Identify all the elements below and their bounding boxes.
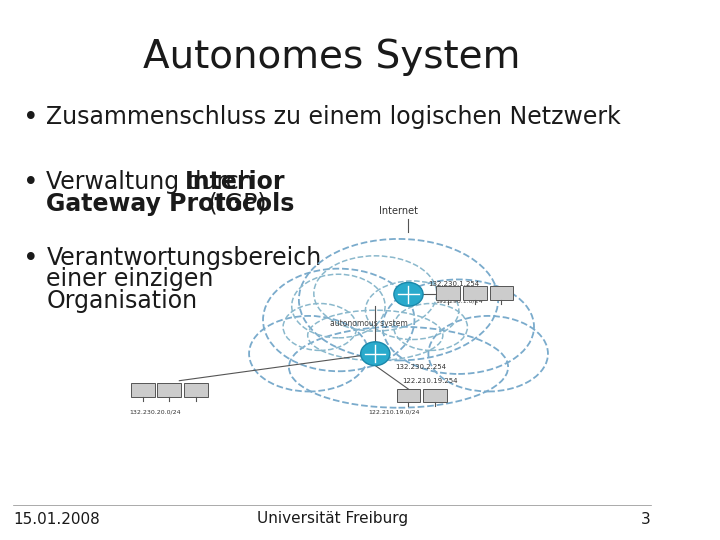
Text: Verwaltung durch: Verwaltung durch bbox=[47, 170, 262, 194]
Text: Zusammenschluss zu einem logischen Netzwerk: Zusammenschluss zu einem logischen Netzw… bbox=[47, 105, 621, 129]
Text: Autonomes System: Autonomes System bbox=[143, 38, 521, 76]
Bar bbox=[158, 383, 181, 397]
Text: Internet: Internet bbox=[379, 206, 418, 216]
Bar bbox=[397, 389, 420, 402]
Text: Verantwortungsbereich: Verantwortungsbereich bbox=[47, 246, 322, 269]
Text: 132.230.1.254: 132.230.1.254 bbox=[428, 281, 480, 287]
Text: Interior: Interior bbox=[184, 170, 285, 194]
Bar bbox=[184, 383, 208, 397]
Text: 15.01.2008: 15.01.2008 bbox=[13, 511, 100, 526]
Bar bbox=[463, 286, 487, 300]
Text: autonomous system: autonomous system bbox=[330, 320, 408, 328]
Text: (IGP): (IGP) bbox=[201, 192, 266, 215]
Text: •: • bbox=[23, 105, 39, 131]
Text: 192.290.1.0/24: 192.290.1.0/24 bbox=[435, 299, 482, 303]
Bar bbox=[436, 286, 460, 300]
Text: Gateway Protocols: Gateway Protocols bbox=[47, 192, 295, 215]
Text: •: • bbox=[23, 246, 39, 272]
Circle shape bbox=[361, 342, 390, 366]
Text: 122.210.19.0/24: 122.210.19.0/24 bbox=[369, 409, 420, 414]
Bar bbox=[131, 383, 155, 397]
Bar bbox=[490, 286, 513, 300]
Text: •: • bbox=[23, 170, 39, 196]
Text: einer einzigen: einer einzigen bbox=[47, 267, 214, 291]
Text: 122.210.19.254: 122.210.19.254 bbox=[402, 379, 457, 384]
Text: 132.230.2.254: 132.230.2.254 bbox=[395, 364, 446, 370]
Text: Universität Freiburg: Universität Freiburg bbox=[256, 511, 408, 526]
Text: Organisation: Organisation bbox=[47, 289, 197, 313]
Bar bbox=[423, 389, 447, 402]
Circle shape bbox=[394, 282, 423, 306]
Text: 3: 3 bbox=[641, 511, 651, 526]
Text: 132.230.20.0/24: 132.230.20.0/24 bbox=[130, 409, 181, 414]
